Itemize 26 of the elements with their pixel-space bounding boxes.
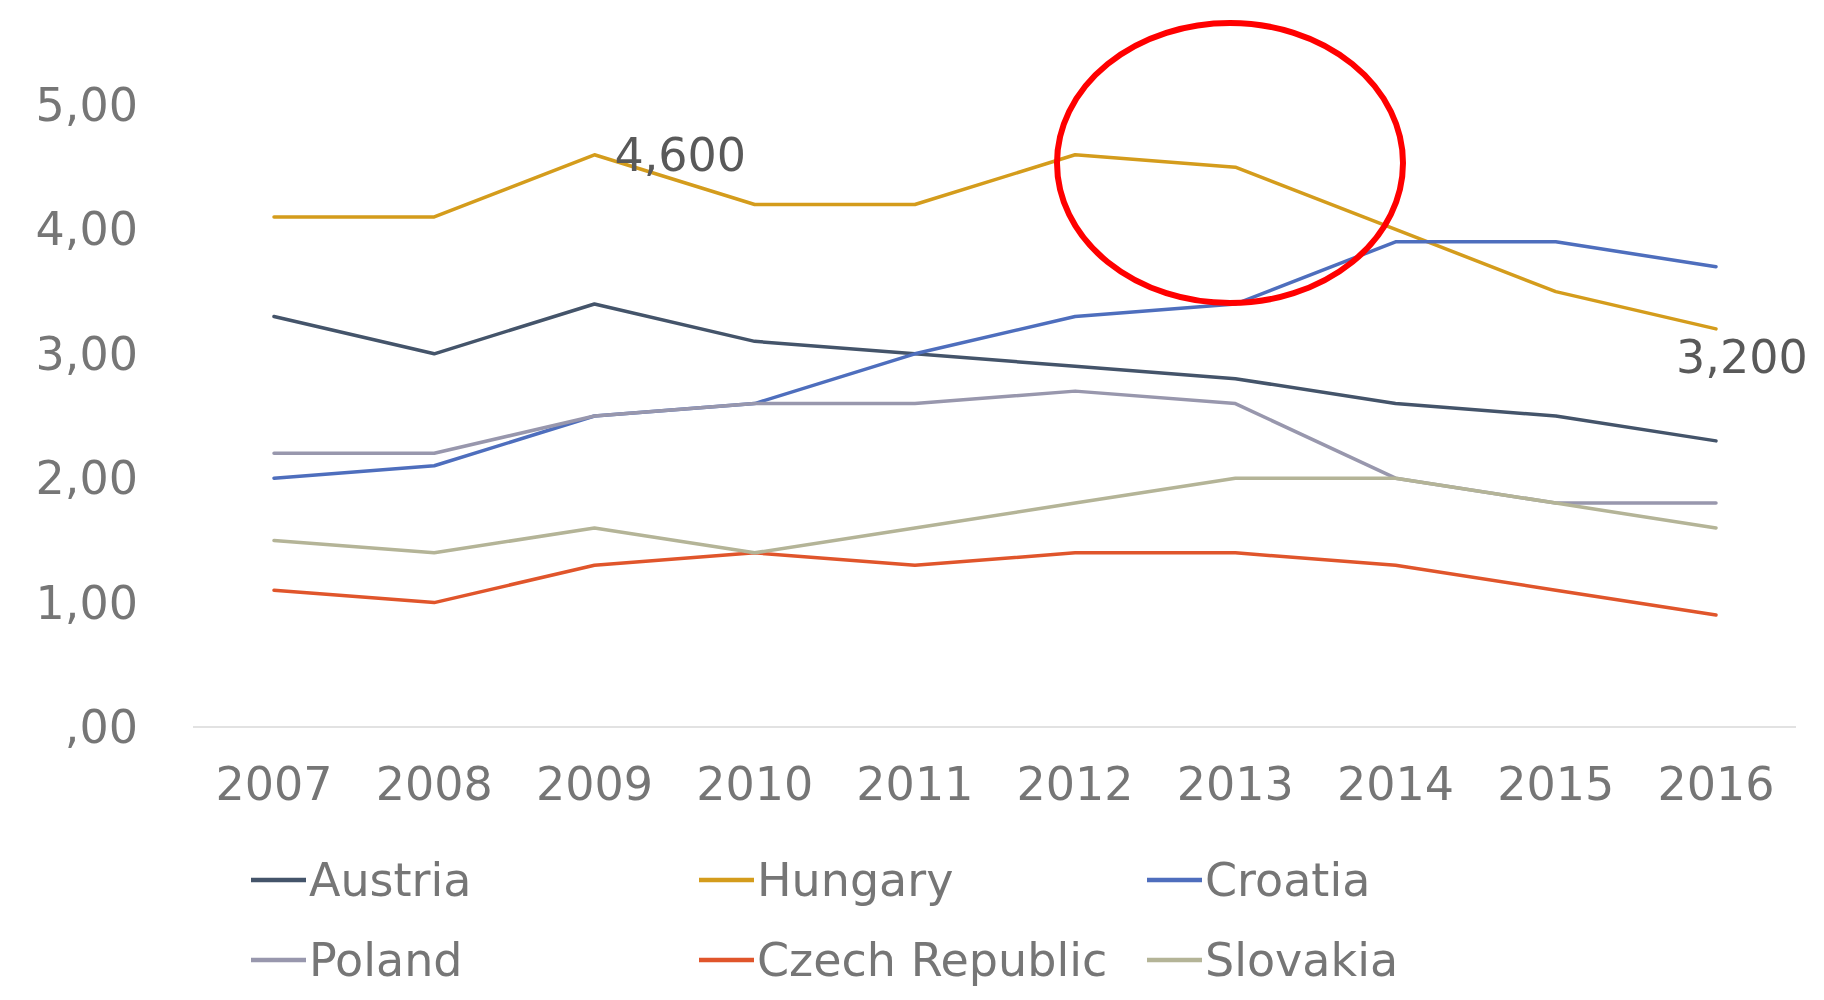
legend-label: Austria — [309, 853, 472, 907]
x-tick-label: 2008 — [375, 757, 493, 811]
x-tick-label: 2013 — [1176, 757, 1294, 811]
x-tick-label: 2016 — [1657, 757, 1775, 811]
y-tick-label: 1,00 — [35, 575, 138, 630]
x-tick-label: 2014 — [1337, 757, 1455, 811]
x-tick-label: 2010 — [696, 757, 814, 811]
legend-label: Czech Republic — [757, 933, 1108, 987]
legend-label: Poland — [309, 933, 463, 987]
annotation: 3,200 — [1676, 329, 1808, 384]
y-tick-label: ,00 — [64, 700, 138, 754]
line-series — [272, 551, 1718, 617]
y-tick-label: 2,00 — [35, 451, 138, 506]
line-series — [272, 476, 1718, 555]
legend-label: Slovakia — [1205, 933, 1399, 987]
annotation: 4,600 — [614, 127, 747, 182]
y-tick-label: 3,00 — [35, 326, 138, 381]
y-tick-label: 5,00 — [35, 78, 138, 132]
legend-label: Hungary — [757, 853, 954, 907]
y-tick-label: 4,00 — [35, 202, 138, 257]
x-tick-label: 2007 — [215, 757, 333, 811]
x-tick-label: 2011 — [856, 757, 974, 811]
x-tick-label: 2012 — [1016, 757, 1134, 811]
legend-label: Croatia — [1205, 853, 1371, 907]
x-tick-label: 2009 — [535, 757, 653, 811]
x-tick-label: 2015 — [1497, 757, 1615, 811]
